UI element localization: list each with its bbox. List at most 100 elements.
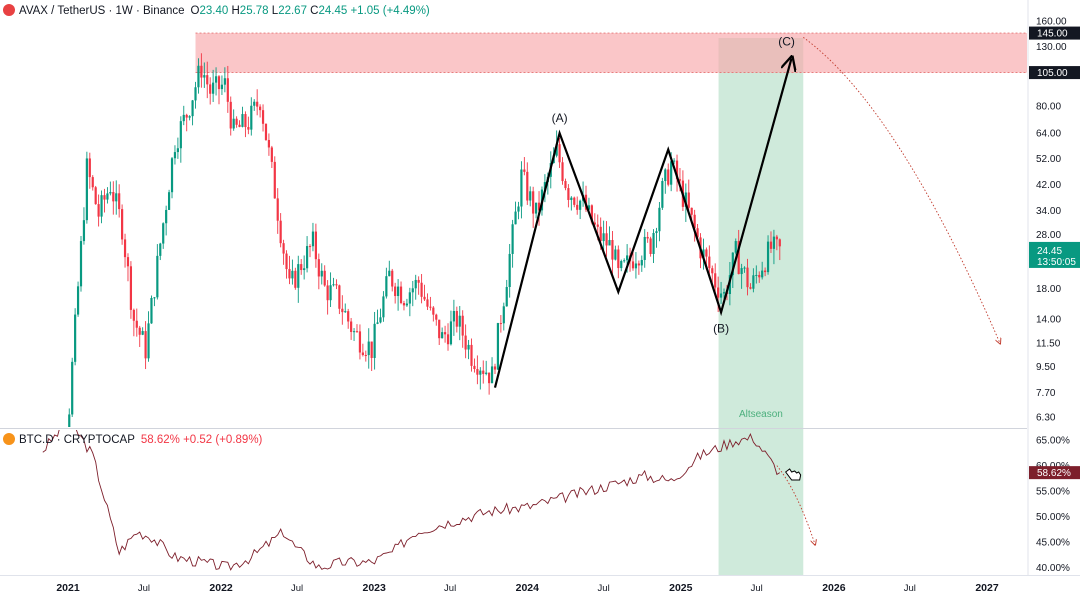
- candle-body: [634, 263, 638, 269]
- candle-body: [637, 263, 640, 266]
- candle-body: [300, 264, 303, 271]
- candle-body: [48, 490, 50, 491]
- candle-body: [59, 454, 61, 468]
- candle: [361, 343, 364, 357]
- candle: [76, 281, 80, 317]
- candle: [170, 156, 174, 199]
- candle: [279, 213, 282, 248]
- candle-body: [276, 198, 279, 221]
- candle-body: [329, 285, 332, 301]
- time-tick-label: Jul: [291, 583, 303, 594]
- candle: [191, 99, 194, 126]
- candle: [347, 308, 350, 329]
- candle-body: [226, 78, 229, 102]
- candle-body: [567, 188, 570, 200]
- candle: [206, 61, 209, 99]
- time-tick-label: Jul: [904, 583, 916, 594]
- candle-body: [65, 456, 67, 464]
- candle-body: [370, 341, 373, 358]
- candle: [623, 258, 626, 263]
- candle: [476, 355, 479, 385]
- candle-body: [749, 287, 752, 289]
- candle-body: [335, 284, 338, 286]
- candle-body: [441, 332, 444, 339]
- candle-body: [232, 118, 235, 129]
- candle: [106, 187, 109, 204]
- candle: [62, 441, 64, 478]
- candle: [608, 226, 611, 246]
- sub-legend: BTC.D · CRYPTOCAP 58.62% +0.52 (+0.89%): [3, 433, 262, 446]
- candle-body: [526, 171, 529, 201]
- candle: [332, 277, 335, 287]
- candle: [414, 274, 417, 300]
- candle: [690, 207, 693, 220]
- candle-body: [42, 489, 44, 490]
- time-tick-label: Jul: [138, 583, 150, 594]
- candle-body: [417, 279, 420, 283]
- candle-body: [62, 454, 64, 463]
- candle-body: [385, 276, 388, 297]
- candle-body: [464, 335, 467, 350]
- candle-body: [261, 110, 265, 124]
- candle: [42, 481, 44, 491]
- zone-high-tag-text: 145.00: [1037, 29, 1068, 40]
- time-tick-label: Jul: [751, 583, 763, 594]
- candle-body: [470, 344, 473, 366]
- candle: [382, 291, 385, 322]
- btcd-forecast-curve: [776, 465, 815, 545]
- candle: [602, 220, 605, 253]
- sub-value: 58.62%: [140, 434, 180, 446]
- candle-body: [461, 315, 464, 336]
- candle: [53, 462, 55, 483]
- candle: [235, 116, 238, 128]
- candle-body: [587, 205, 591, 210]
- low-value: 22.67: [278, 5, 307, 17]
- candle: [614, 245, 617, 261]
- candle: [593, 213, 596, 228]
- candle: [209, 77, 212, 105]
- candle-body: [678, 179, 682, 181]
- candle: [490, 357, 494, 384]
- candle: [514, 201, 517, 225]
- candle-body: [185, 114, 188, 118]
- high-label: H: [231, 5, 240, 17]
- candle: [758, 271, 761, 283]
- candle-body: [179, 121, 182, 149]
- candle-body: [608, 240, 611, 246]
- candle: [482, 360, 485, 384]
- candle-body: [264, 123, 268, 140]
- btcd-tick-label: 55.00%: [1036, 487, 1070, 498]
- candle: [123, 233, 127, 268]
- candle: [441, 327, 444, 339]
- candle-body: [514, 211, 517, 225]
- candle-body: [655, 231, 658, 233]
- candle-body: [623, 260, 626, 262]
- candle: [282, 239, 285, 265]
- main-symbol[interactable]: AVAX / TetherUS · 1W · Binance: [19, 5, 185, 17]
- candle-body: [106, 193, 109, 200]
- sub-change: +0.52 (+0.89%): [183, 434, 263, 446]
- open-value: 23.40: [199, 5, 229, 17]
- candle-body: [579, 200, 582, 210]
- candle-body: [408, 292, 411, 304]
- candle: [532, 186, 535, 228]
- candle-body: [279, 220, 282, 244]
- wave-abc-path: [493, 58, 792, 388]
- candle: [185, 113, 188, 132]
- candle-body: [755, 274, 758, 276]
- candle-body: [53, 463, 55, 475]
- candle: [449, 310, 453, 346]
- candle-body: [743, 267, 746, 269]
- candle: [294, 267, 297, 290]
- zone-low-tag-bg: [1029, 66, 1080, 80]
- sub-symbol[interactable]: BTC.D · CRYPTOCAP: [19, 434, 135, 446]
- candle-body: [82, 220, 86, 242]
- candle: [570, 196, 573, 211]
- candle: [167, 189, 171, 210]
- candle: [502, 302, 505, 331]
- candle: [558, 137, 561, 168]
- candle-body: [76, 286, 80, 315]
- candle-body: [775, 236, 778, 240]
- candle: [464, 324, 467, 359]
- candle-body: [746, 267, 749, 288]
